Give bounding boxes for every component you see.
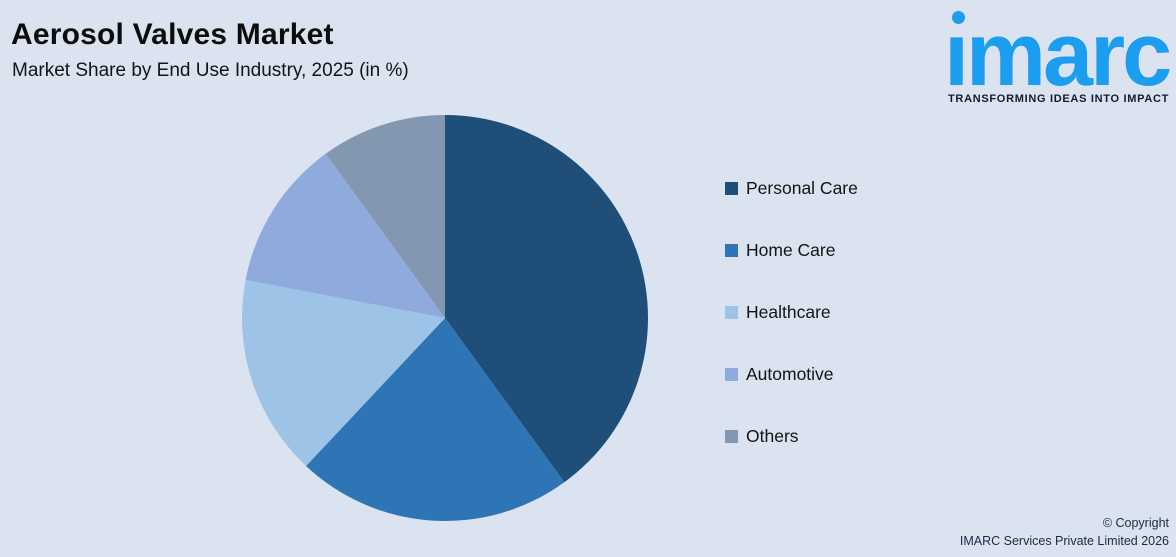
legend-swatch-personal-care [725,181,738,195]
copyright-line1: © Copyright [1102,515,1169,530]
legend-item-others: Others [725,426,858,446]
imarc-wordmark: ımarc [944,5,1172,105]
imarc-logo: ımarc TRANSFORMING IDEAS INTO IMPACT [940,0,1176,110]
logo-tagline: TRANSFORMING IDEAS INTO IMPACT [948,93,1170,105]
legend-swatch-home-care [725,243,738,257]
legend-swatch-automotive [725,367,738,381]
legend-item-automotive: Automotive [725,364,858,384]
copyright-notice: © Copyright IMARC Services Private Limit… [960,514,1169,552]
pie-slice-healthcare [242,279,445,466]
legend-swatch-others [725,429,738,443]
pie-chart-container [242,115,648,521]
pie-chart [242,115,648,521]
legend-item-healthcare: Healthcare [725,302,858,322]
legend-item-home-care: Home Care [725,240,858,260]
pie-slice-others [325,115,445,318]
legend-label: Healthcare [746,301,831,322]
copyright-line2: IMARC Services Private Limited 2026 [959,534,1169,549]
legend-swatch-healthcare [725,305,738,319]
legend-item-personal-care: Personal Care [725,178,858,198]
legend-label: Others [746,425,799,446]
pie-slice-home-care [306,318,565,521]
legend-label: Automotive [746,363,834,384]
pie-slice-automotive [245,153,445,318]
page-subtitle: Market Share by End Use Industry, 2025 (… [12,60,409,81]
logo-dot-icon [952,11,965,24]
legend-label: Personal Care [746,177,858,198]
legend-label: Home Care [746,239,836,260]
chart-legend: Personal Care Home Care Healthcare Autom… [725,178,858,446]
pie-slice-personal-care [445,115,648,483]
page-title: Aerosol Valves Market [11,18,334,51]
